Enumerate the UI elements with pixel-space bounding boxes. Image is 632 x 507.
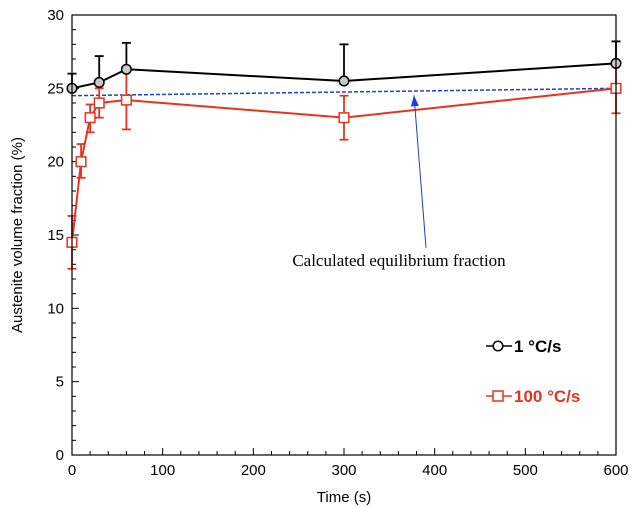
legend-1-c-per-s-label: 1 °C/s [514, 337, 561, 356]
y-tick-label: 15 [47, 227, 64, 244]
y-tick-label: 5 [56, 374, 64, 391]
legend-100-c-per-s-marker [492, 390, 504, 402]
plot-frame [71, 14, 617, 456]
tick-labels: 0 100 200 300 400 500 600 0 5 10 15 20 25 30 [47, 7, 628, 479]
x-tick-label: 0 [68, 462, 76, 479]
y-tick-label: 0 [56, 447, 64, 464]
series-100-c-per-s [66, 62, 622, 270]
x-tick-label: 500 [513, 462, 538, 479]
legend-100-c-per-s-label: 100 °C/s [514, 387, 580, 406]
x-tick-label: 400 [422, 462, 447, 479]
series-1-c-per-s [66, 40, 622, 94]
annotation-arrow-shaft [413, 95, 427, 248]
series-equilibrium [71, 87, 617, 97]
black-series-point [338, 75, 350, 87]
annotation-arrow-head [410, 95, 419, 107]
red-series-point [75, 156, 87, 168]
x-tick-label: 200 [241, 462, 266, 479]
annotation: Calculated equilibrium fraction [292, 95, 506, 270]
y-tick-label: 30 [47, 7, 64, 24]
x-tick-label: 600 [603, 462, 628, 479]
y-tick-label: 25 [47, 80, 64, 97]
axis-ticks [71, 14, 617, 456]
legend: 1 °C/s 100 °C/s [486, 337, 580, 406]
black-series-point [93, 76, 105, 89]
y-axis-title: Austenite volume fraction (%) [9, 137, 26, 333]
red-series-point [93, 97, 105, 109]
equilibrium-line [71, 87, 617, 97]
x-tick-label: 300 [331, 462, 356, 479]
x-axis-title: Time (s) [317, 489, 371, 506]
y-tick-label: 10 [47, 300, 64, 317]
y-tick-label: 20 [47, 154, 64, 171]
annotation-label: Calculated equilibrium fraction [292, 251, 506, 270]
black-series-point [120, 63, 132, 75]
red-series-point [120, 94, 132, 106]
legend-1-c-per-s-marker [492, 340, 504, 352]
red-series-point [338, 112, 350, 124]
x-tick-label: 100 [150, 462, 175, 479]
red-series-point [84, 112, 96, 124]
